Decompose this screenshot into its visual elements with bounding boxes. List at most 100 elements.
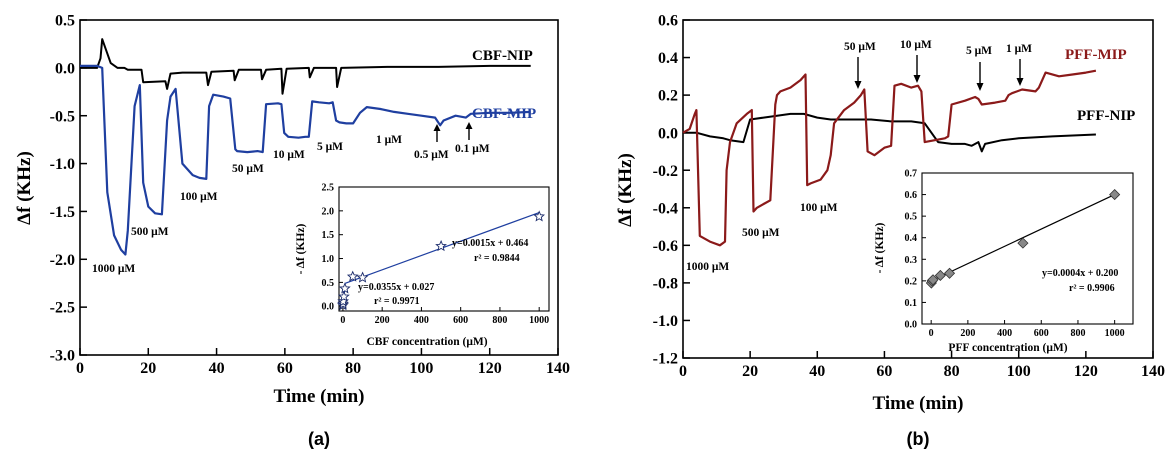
panel-a-x-tick-label: 20 [140, 360, 156, 377]
panel-b-caption: (b) [907, 429, 930, 449]
inset-a-x-tick-label: 600 [453, 315, 468, 326]
inset-b-eq: y=0.0004x + 0.200 [1042, 268, 1118, 279]
inset-b-point [943, 267, 956, 279]
panel-a-x-tick-label: 60 [277, 360, 293, 377]
panel-a-chart: 0 20 40 60 80 100 120 140 0.5 0.0 -0.5 -1.0 -1.5 -2.0… [14, 13, 570, 407]
panel-b-chart: 0 20 40 60 80 100 120 140 0.6 0.4 0.2 0.0 -0.2 -0.4 -0… [615, 13, 1165, 414]
inset-b-y-tick-label: 0.3 [905, 255, 918, 266]
panel-b-y-tick-label: 0.6 [658, 13, 678, 30]
label-cbf-mip: CBF-MIP [472, 106, 536, 122]
arrow-b-10 [913, 55, 921, 83]
panel-a-y-tick-label: -2.0 [50, 252, 75, 269]
panel-b-x-tick-label: 40 [809, 363, 825, 380]
inset-a-x-tick-label: 200 [375, 315, 390, 326]
inset-a-eq-high: y=0.0015x + 0.464 [452, 238, 528, 249]
inset-b-marks [925, 189, 1121, 289]
panel-a-x-tick-label: 100 [409, 360, 433, 377]
conc-label-1000: 1000 μM [92, 263, 135, 275]
conc-label-b-500: 500 μM [742, 227, 780, 239]
inset-a-point [346, 270, 359, 282]
panel-b-y-tick-label: -0.4 [653, 200, 678, 217]
conc-label-b-1: 1 μM [1006, 43, 1032, 55]
panel-b-inset: 0 200 400 600 800 1000 0.0 0.1 0.2 0.3 0.4 0.5 0.6 0.… [874, 169, 1134, 354]
panel-a-y-axis-label: Δf (KHz) [14, 151, 35, 225]
conc-label-0-5: 0.5 μM [414, 149, 449, 161]
inset-a-point [338, 290, 350, 302]
inset-b-x-tick-label: 600 [1034, 328, 1049, 339]
inset-a-point [533, 210, 545, 222]
cbf-mip-line [80, 64, 531, 256]
panel-b-x-tick-label: 80 [944, 363, 960, 380]
conc-label-b-50: 50 μM [844, 41, 876, 53]
conc-label-1: 1 μM [376, 134, 402, 146]
panel-a-inset: 0 200 400 600 800 1000 0.0 0.5 1.0 1.5 2.0 2.5 CBF … [295, 183, 550, 348]
conc-label-100: 100 μM [180, 191, 218, 203]
panel-b-x-tick-label: 140 [1141, 363, 1165, 380]
panel-a-caption: (a) [308, 429, 330, 449]
panel-b-x-axis-label: Time (min) [873, 393, 964, 414]
panel-a-axes: 0 20 40 60 80 100 120 140 0.5 0.0 -0.5 -1.0 -1.5 -2.0… [50, 13, 570, 377]
inset-a-y-tick-label: 0.0 [322, 302, 335, 313]
conc-label-b-5: 5 μM [966, 45, 992, 57]
inset-a-x-axis-label: CBF concentration (μM) [366, 336, 487, 348]
inset-a-point [338, 282, 351, 294]
inset-a-x-tick-label: 0 [340, 315, 345, 326]
panel-b-y-tick-label: -0.6 [653, 238, 678, 255]
inset-b-r2: r² = 0.9906 [1069, 283, 1115, 294]
panel-a-y-tick-label: -2.5 [50, 300, 75, 317]
inset-b-point [927, 274, 939, 286]
inset-a-x-tick-label: 400 [414, 315, 429, 326]
cbf-nip-line [80, 38, 531, 95]
label-cbf-nip: CBF-NIP [472, 48, 533, 64]
panel-a-y-tick-label: 0.5 [55, 13, 75, 30]
inset-a-y-tick-label: 0.5 [322, 278, 335, 289]
inset-a-y-tick-label: 2.5 [322, 183, 335, 194]
conc-label-50: 50 μM [232, 163, 264, 175]
inset-b-y-tick-label: 0.5 [905, 212, 918, 223]
conc-label-b-100: 100 μM [800, 202, 838, 214]
panel-b-x-tick-label: 0 [679, 363, 687, 380]
inset-a-y-tick-label: 2.0 [322, 206, 335, 217]
panel-b-y-tick-label: 0.4 [658, 50, 678, 67]
inset-b-point [934, 269, 946, 282]
inset-a-marks [337, 210, 545, 311]
inset-b-y-tick-label: 0.0 [905, 320, 918, 331]
arrow-b-50 [854, 57, 862, 89]
panel-a-y-tick-label: -1.0 [50, 156, 75, 173]
inset-b-y-tick-label: 0.7 [905, 169, 918, 180]
panel-b-x-tick-label: 20 [742, 363, 758, 380]
conc-label-10: 10 μM [273, 149, 305, 161]
inset-b-y-tick-label: 0.6 [905, 190, 918, 201]
inset-b-x-tick-label: 800 [1070, 328, 1085, 339]
panel-b-y-tick-label: -1.0 [653, 313, 678, 330]
inset-b-y-tick-label: 0.4 [905, 233, 918, 244]
inset-b-point [1109, 189, 1121, 201]
inset-a-y-axis-label: - Δf (KHz) [295, 224, 307, 275]
inset-b-axes: 0 200 400 600 800 1000 0.0 0.1 0.2 0.3 0.4 0.5 0.6 0.… [905, 169, 1125, 340]
panel-b-y-axis-label: Δf (KHz) [615, 153, 636, 227]
inset-a-y-tick-label: 1.0 [322, 254, 335, 265]
panel-b-y-tick-label: -1.2 [653, 351, 678, 368]
panel-a-series [80, 38, 531, 256]
inset-b-x-tick-label: 200 [960, 328, 975, 339]
pff-nip-line [683, 112, 1096, 153]
inset-b-point [1017, 237, 1029, 249]
panel-b-series [682, 69, 1097, 247]
conc-label-b-1000: 1000 μM [686, 261, 729, 273]
panel-b-x-tick-label: 60 [876, 363, 892, 380]
panel-b-x-tick-label: 120 [1074, 363, 1098, 380]
inset-a-r2-low: r² = 0.9971 [374, 296, 420, 307]
arrow-0-5 [433, 124, 441, 142]
panel-b-y-tick-label: -0.2 [653, 163, 678, 180]
panel-a-x-tick-label: 140 [546, 360, 570, 377]
panel-a-frame [79, 19, 559, 356]
panel-a-y-tick-label: -0.5 [50, 108, 75, 125]
inset-b-x-tick-label: 0 [929, 328, 934, 339]
inset-b-y-axis-label: - Δf (KHz) [874, 223, 886, 274]
inset-a-eq-low: y=0.0355x + 0.027 [358, 282, 434, 293]
conc-label-b-10: 10 μM [900, 39, 932, 51]
arrow-b-1 [1016, 59, 1024, 86]
inset-b-x-tick-label: 400 [997, 328, 1012, 339]
conc-label-500: 500 μM [131, 226, 169, 238]
panel-b-y-tick-label: 0.2 [658, 88, 678, 105]
